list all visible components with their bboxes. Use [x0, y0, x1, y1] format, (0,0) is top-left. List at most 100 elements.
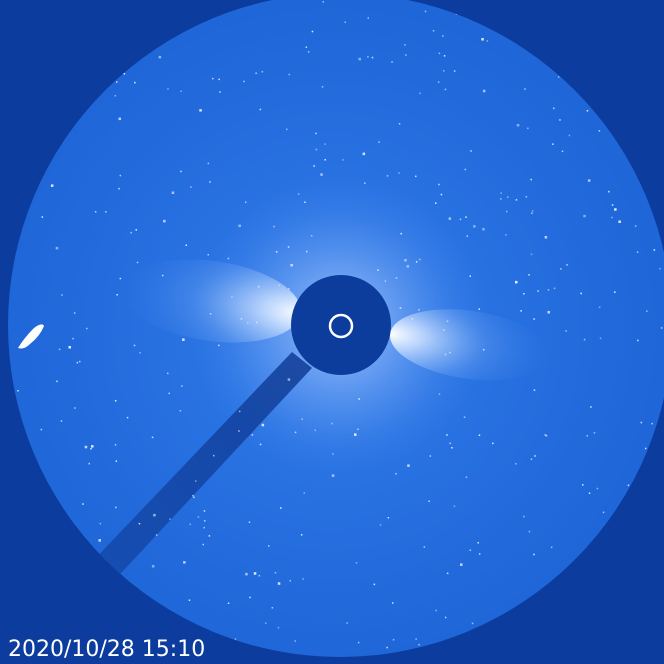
star — [231, 296, 233, 298]
star — [435, 202, 437, 204]
star — [428, 500, 430, 502]
star — [523, 293, 525, 295]
star — [139, 352, 141, 354]
star — [530, 253, 533, 256]
star — [515, 280, 518, 284]
star — [58, 348, 61, 351]
star — [644, 447, 647, 450]
star — [249, 596, 251, 599]
star — [218, 78, 220, 81]
star — [568, 134, 571, 137]
star — [168, 392, 170, 395]
star — [473, 225, 476, 228]
star — [209, 181, 211, 183]
star — [243, 80, 245, 83]
star — [60, 420, 63, 422]
star — [443, 70, 445, 72]
star — [533, 553, 535, 556]
star — [322, 1, 324, 3]
star — [357, 428, 359, 431]
star — [303, 492, 305, 494]
star — [553, 287, 556, 290]
star — [384, 280, 387, 282]
star — [189, 523, 191, 526]
star — [86, 327, 88, 330]
star — [227, 257, 230, 260]
star — [259, 443, 262, 446]
star — [119, 174, 122, 177]
star — [418, 309, 420, 311]
star — [520, 310, 522, 312]
star — [180, 90, 182, 92]
star — [614, 208, 617, 211]
star — [258, 574, 261, 577]
star — [611, 204, 614, 206]
star — [73, 312, 76, 314]
star — [531, 212, 533, 214]
star — [183, 561, 186, 564]
star — [256, 321, 258, 324]
star — [301, 418, 303, 420]
star — [56, 380, 58, 383]
star — [500, 198, 502, 200]
star — [94, 211, 97, 213]
star — [219, 91, 221, 93]
star — [76, 361, 79, 364]
star — [197, 516, 200, 518]
star — [435, 609, 437, 612]
star — [324, 159, 326, 161]
occulter-disk — [291, 275, 391, 375]
star — [618, 220, 621, 223]
star — [91, 445, 94, 448]
star — [259, 108, 262, 111]
star — [505, 234, 507, 236]
star — [478, 308, 480, 310]
star — [320, 173, 323, 176]
star — [305, 46, 308, 48]
star — [167, 372, 169, 375]
star — [55, 246, 59, 250]
star — [463, 416, 466, 418]
star — [500, 192, 502, 194]
star — [552, 143, 554, 145]
star — [310, 235, 313, 237]
star — [287, 246, 290, 248]
star — [99, 522, 102, 525]
star — [115, 506, 117, 509]
star — [453, 505, 456, 507]
star — [135, 229, 137, 231]
star — [507, 196, 509, 198]
star — [438, 183, 440, 186]
star — [419, 258, 421, 261]
pylon-shadow — [88, 352, 312, 585]
star — [126, 416, 129, 419]
star — [163, 219, 166, 223]
star — [386, 175, 389, 177]
star — [566, 264, 568, 266]
star — [209, 313, 212, 315]
star — [118, 187, 120, 190]
star — [88, 462, 90, 465]
star — [68, 346, 71, 349]
star — [367, 17, 369, 19]
star — [171, 191, 175, 194]
star — [651, 422, 653, 425]
star — [181, 385, 183, 387]
star — [415, 638, 417, 640]
star — [182, 338, 185, 341]
star — [404, 44, 406, 46]
star — [321, 86, 324, 88]
sun-outline — [328, 313, 354, 339]
star — [482, 228, 485, 231]
star — [608, 190, 610, 193]
star — [392, 602, 394, 604]
star — [646, 310, 648, 312]
star — [167, 88, 169, 90]
star — [331, 474, 335, 477]
star — [203, 510, 206, 512]
star — [195, 480, 197, 482]
star — [418, 643, 420, 646]
star — [274, 572, 277, 574]
star — [482, 89, 486, 93]
star — [289, 580, 291, 582]
